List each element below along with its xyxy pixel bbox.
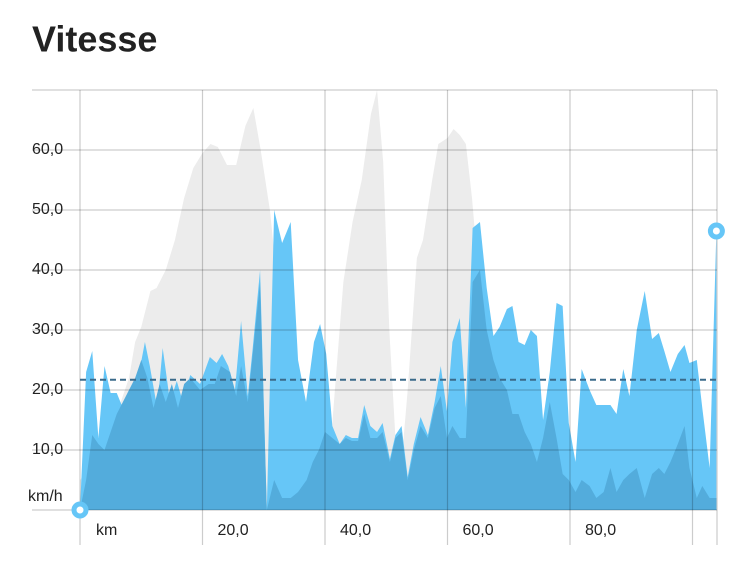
area xyxy=(80,270,717,510)
endpoint-marker xyxy=(707,222,725,240)
y-axis-label: km/h xyxy=(28,488,63,505)
x-tick-label: 40,0 xyxy=(340,522,371,539)
y-tick-label: 60,0 xyxy=(32,141,63,158)
y-tick-label: 40,0 xyxy=(32,261,63,278)
y-tick-label: 50,0 xyxy=(32,201,63,218)
x-tick-label: 60,0 xyxy=(463,522,494,539)
x-tick-label: 80,0 xyxy=(585,522,616,539)
y-tick-label: 30,0 xyxy=(32,321,63,338)
y-tick-label: 10,0 xyxy=(32,441,63,458)
y-tick-label: 20,0 xyxy=(32,381,63,398)
x-axis-label: km xyxy=(96,522,117,539)
endpoint-marker xyxy=(71,501,89,519)
chart-title: Vitesse xyxy=(32,19,157,60)
x-tick-label: 20,0 xyxy=(218,522,249,539)
